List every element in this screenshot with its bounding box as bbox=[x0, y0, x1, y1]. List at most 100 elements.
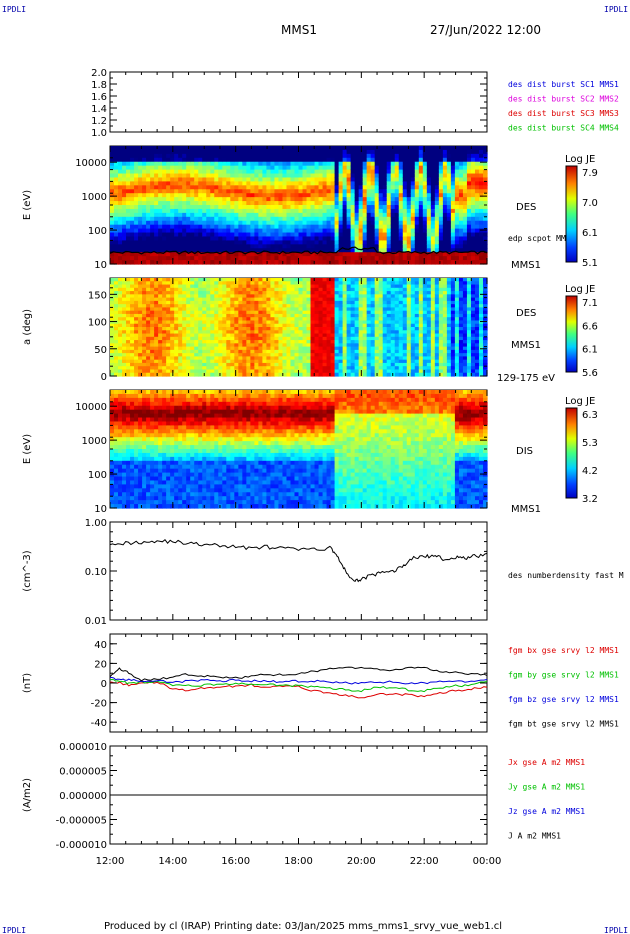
spectrogram-cell bbox=[458, 161, 464, 167]
spectrogram-cell bbox=[198, 197, 203, 202]
spectrogram-cell bbox=[474, 193, 480, 198]
spectrogram-cell bbox=[130, 149, 135, 155]
spectrogram-cell bbox=[366, 260, 372, 265]
spectrogram-cell bbox=[306, 181, 312, 186]
spectrogram-cell bbox=[162, 244, 167, 249]
spectrogram-cell bbox=[274, 336, 280, 341]
spectrogram-cell bbox=[414, 228, 420, 234]
spectrogram-cell bbox=[122, 169, 127, 175]
spectrogram-cell bbox=[274, 278, 280, 282]
spectrogram-cell bbox=[190, 161, 195, 167]
spectrogram-cell bbox=[386, 297, 392, 302]
spectrogram-cell bbox=[482, 146, 488, 151]
spectrogram-cell bbox=[318, 353, 324, 357]
spectrogram-cell bbox=[370, 228, 376, 234]
spectrogram-cell bbox=[166, 353, 171, 357]
spectrogram-cell bbox=[170, 205, 175, 210]
spectrogram-cell bbox=[270, 146, 276, 151]
spectrogram-cell bbox=[194, 356, 199, 361]
spectrogram-cell bbox=[330, 146, 336, 151]
spectrogram-cell bbox=[430, 205, 436, 210]
spectrogram-cell bbox=[294, 336, 300, 341]
spectrogram-cell bbox=[262, 149, 268, 155]
spectrogram-cell bbox=[278, 307, 284, 312]
spectrogram-cell bbox=[286, 346, 292, 351]
spectrogram-cell bbox=[154, 224, 159, 230]
spectrogram-cell bbox=[202, 343, 207, 348]
spectrogram-cell bbox=[386, 256, 392, 261]
spectrogram-cell bbox=[362, 317, 368, 322]
spectrogram-cell bbox=[466, 165, 472, 171]
spectrogram-cell bbox=[250, 193, 255, 198]
spectrogram-cell bbox=[114, 216, 119, 222]
spectrogram-cell bbox=[406, 236, 412, 241]
spectrogram-cell bbox=[362, 212, 368, 218]
spectrogram-cell bbox=[174, 165, 179, 171]
spectrogram-cell bbox=[226, 362, 231, 367]
spectrogram-cell bbox=[342, 313, 348, 318]
spectrogram-cell bbox=[258, 320, 263, 325]
spectrogram-cell bbox=[394, 173, 400, 179]
spectrogram-cell bbox=[238, 372, 243, 377]
spectrogram-cell bbox=[350, 313, 356, 318]
spectrogram-cell bbox=[282, 197, 288, 202]
spectrogram-cell bbox=[190, 193, 195, 198]
spectrogram-cell bbox=[370, 362, 376, 367]
spectrogram-cell bbox=[394, 224, 400, 230]
spectrogram-cell bbox=[126, 366, 131, 371]
spectrogram-cell bbox=[290, 278, 296, 282]
spectrogram-cell bbox=[238, 201, 243, 206]
spectrogram-cell bbox=[438, 248, 444, 253]
spectrogram-cell bbox=[122, 304, 127, 308]
spectrogram-cell bbox=[390, 366, 396, 371]
spectrogram-cell bbox=[350, 300, 356, 305]
spectrogram-cell bbox=[222, 369, 227, 374]
spectrogram-cell bbox=[286, 297, 292, 302]
spectrogram-cell bbox=[118, 307, 123, 312]
spectrogram-cell bbox=[150, 153, 155, 159]
spectrogram-cell bbox=[218, 330, 223, 335]
spectrogram-cell bbox=[194, 240, 199, 245]
spectrogram-cell bbox=[250, 260, 255, 265]
spectrogram-cell bbox=[154, 333, 159, 338]
spectrogram-cell bbox=[302, 336, 308, 341]
spectrogram-cell bbox=[346, 216, 352, 222]
spectrogram-cell bbox=[234, 310, 239, 315]
spectrogram-cell bbox=[270, 278, 276, 282]
spectrogram-cell bbox=[410, 173, 416, 179]
spectrogram-cell bbox=[418, 260, 424, 265]
spectrogram-cell bbox=[366, 197, 372, 202]
spectrogram-cell bbox=[194, 260, 199, 265]
spectrogram-cell bbox=[390, 256, 396, 261]
spectrogram-cell bbox=[150, 369, 155, 374]
spectrogram-cell bbox=[214, 212, 219, 218]
spectrogram-cell bbox=[418, 197, 424, 202]
spectrogram-cell bbox=[422, 212, 428, 218]
spectrogram-cell bbox=[342, 369, 348, 374]
spectrogram-cell bbox=[338, 248, 344, 253]
spectrogram-cell bbox=[322, 330, 328, 335]
spectrogram-cell bbox=[298, 320, 304, 325]
spectrogram-cell bbox=[326, 201, 332, 206]
spectrogram-cell bbox=[442, 228, 448, 234]
spectrogram-cell bbox=[250, 232, 255, 238]
spectrogram-cell bbox=[314, 291, 320, 295]
spectrogram-cell bbox=[218, 278, 223, 282]
spectrogram-cell bbox=[478, 248, 484, 253]
spectrogram-cell bbox=[278, 297, 284, 302]
spectrogram-cell bbox=[302, 216, 308, 222]
spectrogram-cell bbox=[426, 157, 432, 163]
spectrogram-cell bbox=[318, 323, 324, 328]
spectrogram-cell bbox=[210, 372, 215, 377]
spectrogram-cell bbox=[298, 359, 304, 364]
spectrogram-cell bbox=[474, 248, 480, 253]
spectrogram-cell bbox=[338, 281, 344, 286]
spectrogram-cell bbox=[342, 216, 348, 222]
spectrogram-cell bbox=[154, 349, 159, 354]
spectrogram-cell bbox=[230, 146, 235, 151]
spectrogram-cell bbox=[310, 307, 316, 312]
spectrogram-cell bbox=[238, 177, 243, 182]
spectrogram-cell bbox=[222, 224, 227, 230]
spectrogram-cell bbox=[286, 248, 292, 253]
spectrogram-cell bbox=[206, 304, 211, 308]
